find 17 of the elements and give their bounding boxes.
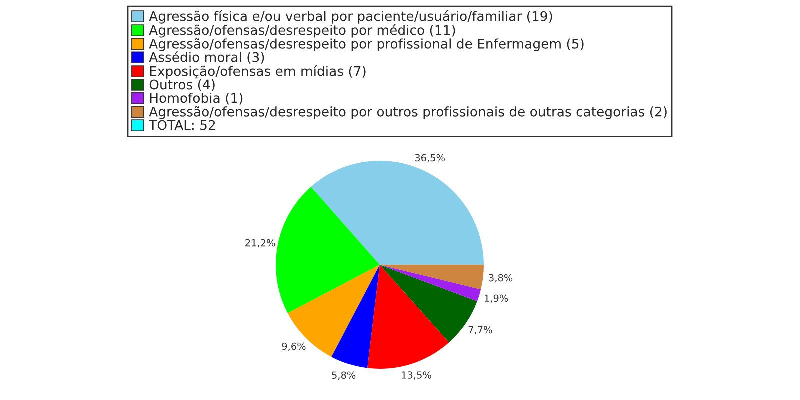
data-label: 7,7% bbox=[468, 326, 492, 335]
data-label: 1,9% bbox=[485, 294, 508, 304]
data-label: 36,5% bbox=[415, 154, 445, 163]
legend-label: Homofobia (1) bbox=[150, 92, 243, 105]
legend-label: Agressão/ofensas/desrespeito por médico (11) bbox=[149, 24, 456, 38]
data-label: 21,2% bbox=[246, 239, 276, 248]
data-label: 5,8% bbox=[332, 372, 356, 380]
legend-label: Agressão/ofensas/desrespeito por profissional de Enfermagem (5) bbox=[149, 38, 584, 52]
legend-label: Agressão física e/ou verbal por paciente/usuário/familiar (19) bbox=[149, 10, 552, 24]
data-label: 13,5% bbox=[402, 372, 432, 380]
legend-label: Outros (4) bbox=[150, 80, 215, 92]
legend-label: Agressão/ofensas/desrespeito por outros profissionais de outras categorias (2) bbox=[149, 106, 667, 120]
data-label: 9,6% bbox=[282, 342, 306, 352]
text: TOTAL: 52 bbox=[149, 120, 216, 130]
data-label: 3,8% bbox=[489, 274, 513, 283]
legend-label: Assédio moral (3) bbox=[149, 52, 264, 64]
legend-label: Exposição/ofensas em mídias (7) bbox=[150, 66, 366, 79]
